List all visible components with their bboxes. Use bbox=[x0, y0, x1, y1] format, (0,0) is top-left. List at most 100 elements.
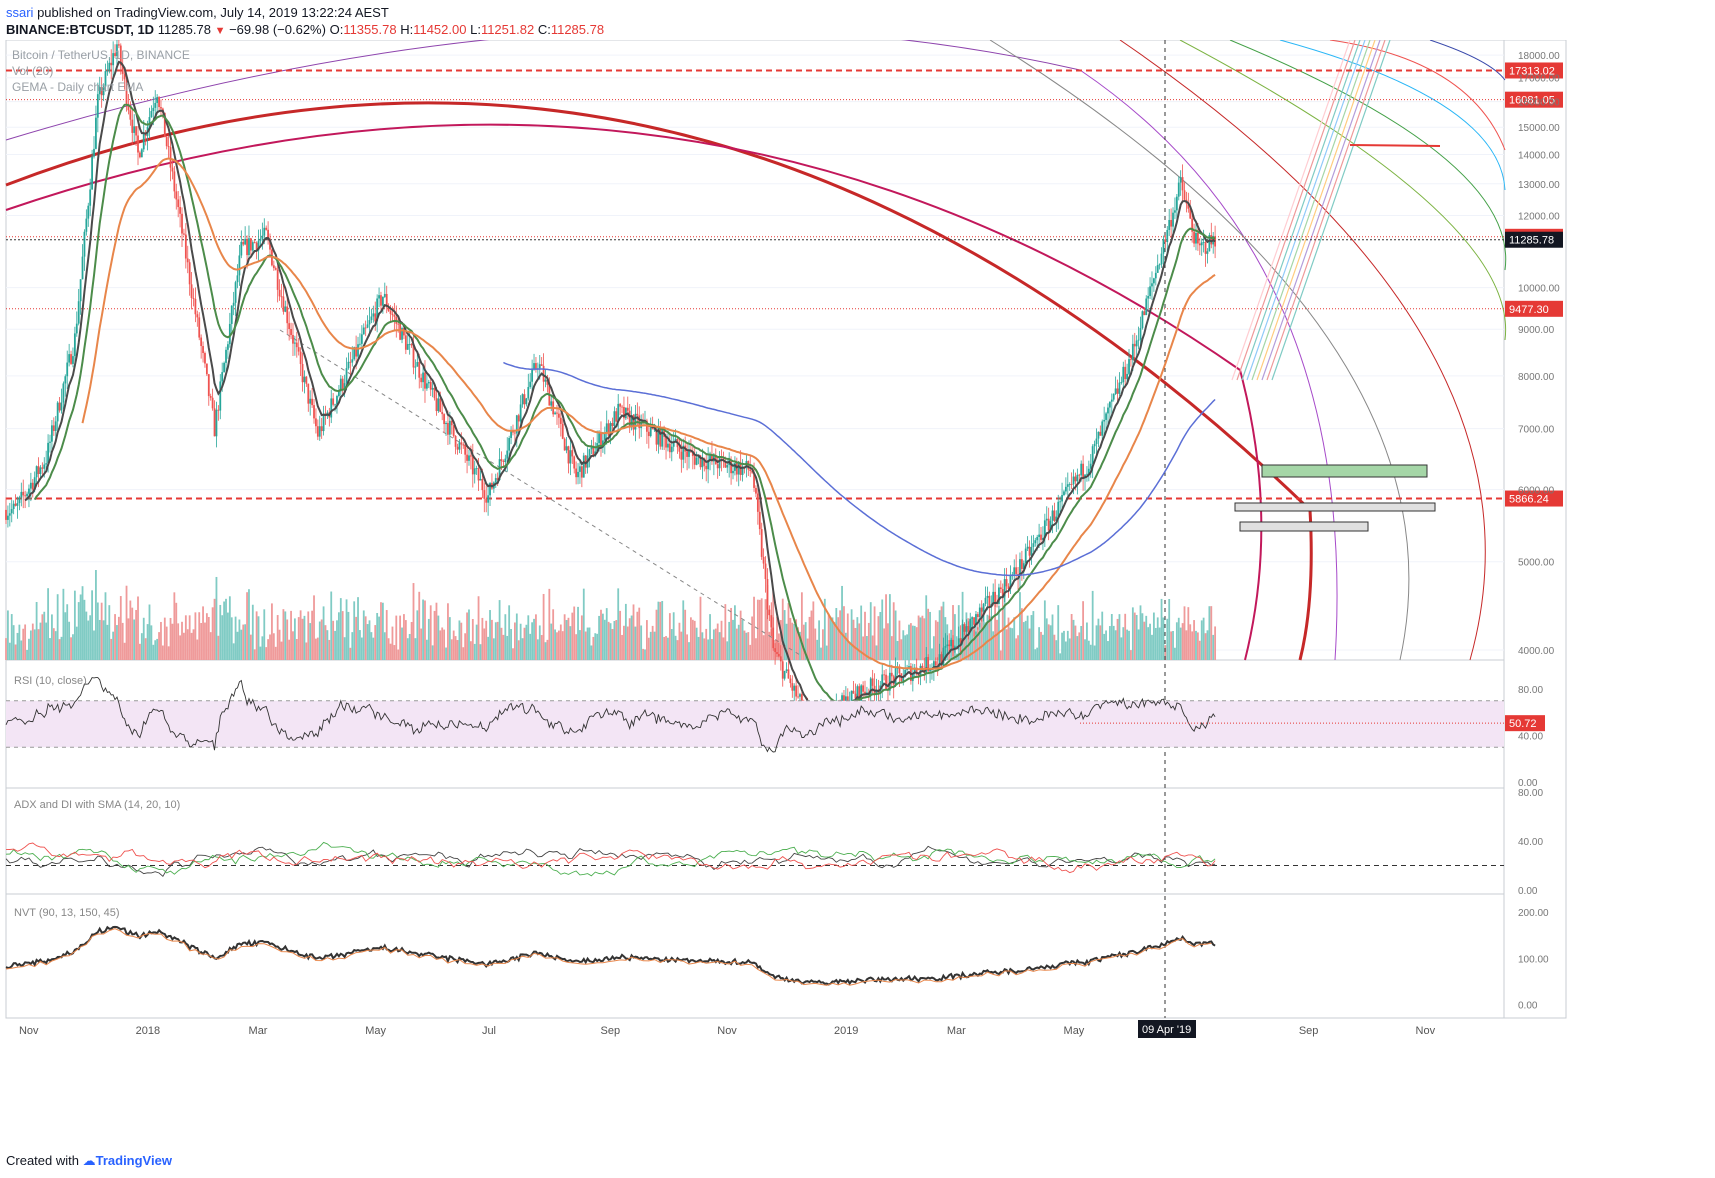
volume-bar bbox=[887, 623, 889, 660]
volume-bar bbox=[1156, 617, 1159, 660]
volume-bar bbox=[584, 631, 587, 660]
candle-body bbox=[932, 661, 935, 669]
y-tick-label: 9000.00 bbox=[1518, 325, 1555, 336]
candle-body bbox=[200, 337, 203, 347]
volume-bar bbox=[888, 594, 891, 660]
candle-body bbox=[194, 298, 197, 315]
candle-body bbox=[563, 438, 566, 451]
volume-bar bbox=[837, 617, 840, 660]
volume-bar bbox=[515, 613, 518, 660]
candle-body bbox=[81, 256, 84, 280]
candle-body bbox=[102, 86, 105, 96]
candle-body bbox=[225, 349, 227, 363]
volume-bar bbox=[512, 648, 514, 660]
volume-bar bbox=[569, 626, 572, 660]
candle-body bbox=[339, 378, 342, 392]
volume-bar bbox=[883, 628, 886, 660]
candle-body bbox=[883, 674, 886, 676]
volume-bar bbox=[619, 610, 622, 660]
candle-body bbox=[445, 422, 447, 425]
volume-bar bbox=[816, 639, 819, 660]
author-link[interactable]: ssari bbox=[6, 5, 34, 20]
candle-body bbox=[701, 458, 704, 468]
volume-bar bbox=[1187, 607, 1190, 660]
volume-bar bbox=[318, 621, 321, 660]
volume-bar bbox=[1059, 653, 1062, 660]
volume-bar bbox=[1206, 630, 1209, 660]
candle-body bbox=[1191, 218, 1194, 232]
candle-body bbox=[100, 87, 103, 96]
ema-fast-line bbox=[24, 60, 1216, 719]
volume-bar bbox=[1181, 623, 1184, 660]
volume-bar bbox=[1040, 631, 1042, 660]
candle-body bbox=[513, 432, 516, 434]
candle-body bbox=[137, 135, 139, 153]
volume-bar bbox=[186, 629, 189, 660]
candle-body bbox=[908, 666, 910, 668]
candle-body bbox=[1208, 235, 1211, 252]
volume-bar bbox=[293, 618, 296, 660]
candle-body bbox=[1196, 232, 1199, 244]
candle-body bbox=[1145, 298, 1148, 316]
candle-body bbox=[734, 463, 736, 471]
volume-bar bbox=[711, 639, 713, 660]
candle-body bbox=[1187, 203, 1190, 209]
candle-body bbox=[148, 117, 151, 128]
candle-body bbox=[14, 503, 17, 506]
volume-bar bbox=[751, 616, 754, 660]
volume-bar bbox=[427, 618, 430, 660]
candle-body bbox=[51, 425, 53, 442]
candle-body bbox=[315, 418, 317, 427]
volume-bar bbox=[424, 600, 426, 660]
candle-body bbox=[150, 111, 153, 118]
candle-body bbox=[571, 450, 574, 457]
candle-body bbox=[290, 329, 292, 335]
volume-bar bbox=[261, 636, 264, 660]
candle-body bbox=[244, 238, 247, 245]
candle-body bbox=[284, 306, 287, 312]
fib-arc bbox=[5, 40, 1081, 141]
volume-bar bbox=[276, 615, 279, 660]
volume-bar bbox=[1080, 626, 1083, 660]
fib-arc bbox=[1079, 69, 1338, 661]
candle-body bbox=[986, 595, 989, 598]
volume-bar bbox=[326, 630, 329, 660]
volume-bar bbox=[70, 637, 72, 660]
volume-bar bbox=[1198, 640, 1201, 660]
volume-bar bbox=[843, 606, 845, 660]
candle-body bbox=[175, 191, 178, 200]
candle-body bbox=[47, 442, 49, 464]
fib-arc bbox=[989, 40, 1410, 661]
candle-body bbox=[234, 282, 237, 303]
volume-bar bbox=[215, 576, 218, 660]
candle-body bbox=[204, 353, 206, 364]
volume-bar bbox=[1200, 620, 1203, 660]
volume-bar bbox=[60, 636, 63, 660]
volume-bar bbox=[104, 592, 107, 660]
candle-body bbox=[699, 455, 702, 468]
volume-bar bbox=[653, 631, 656, 660]
volume-bar bbox=[246, 592, 248, 660]
volume-bar bbox=[408, 633, 411, 660]
volume-bar bbox=[494, 622, 497, 660]
volume-bar bbox=[73, 590, 76, 660]
candle-body bbox=[26, 493, 28, 497]
volume-bar bbox=[513, 622, 516, 660]
volume-bar bbox=[334, 630, 336, 660]
candle-body bbox=[577, 471, 579, 478]
chart-canvas[interactable]: 17313.0216081.0511369.6111285.789477.305… bbox=[0, 40, 1715, 1148]
candle-body bbox=[246, 238, 248, 256]
volume-bar bbox=[768, 631, 771, 660]
volume-bar bbox=[932, 636, 935, 660]
candle-body bbox=[1149, 286, 1151, 296]
volume-bar bbox=[24, 624, 27, 660]
volume-bar bbox=[322, 606, 325, 660]
volume-bar bbox=[167, 646, 170, 660]
volume-bar bbox=[1189, 624, 1192, 660]
volume-bar bbox=[659, 601, 662, 660]
candle-body bbox=[494, 478, 497, 483]
volume-bar bbox=[814, 628, 817, 660]
candle-body bbox=[998, 587, 1000, 604]
candle-body bbox=[293, 342, 296, 344]
tradingview-brand[interactable]: TradingView bbox=[95, 1153, 172, 1168]
